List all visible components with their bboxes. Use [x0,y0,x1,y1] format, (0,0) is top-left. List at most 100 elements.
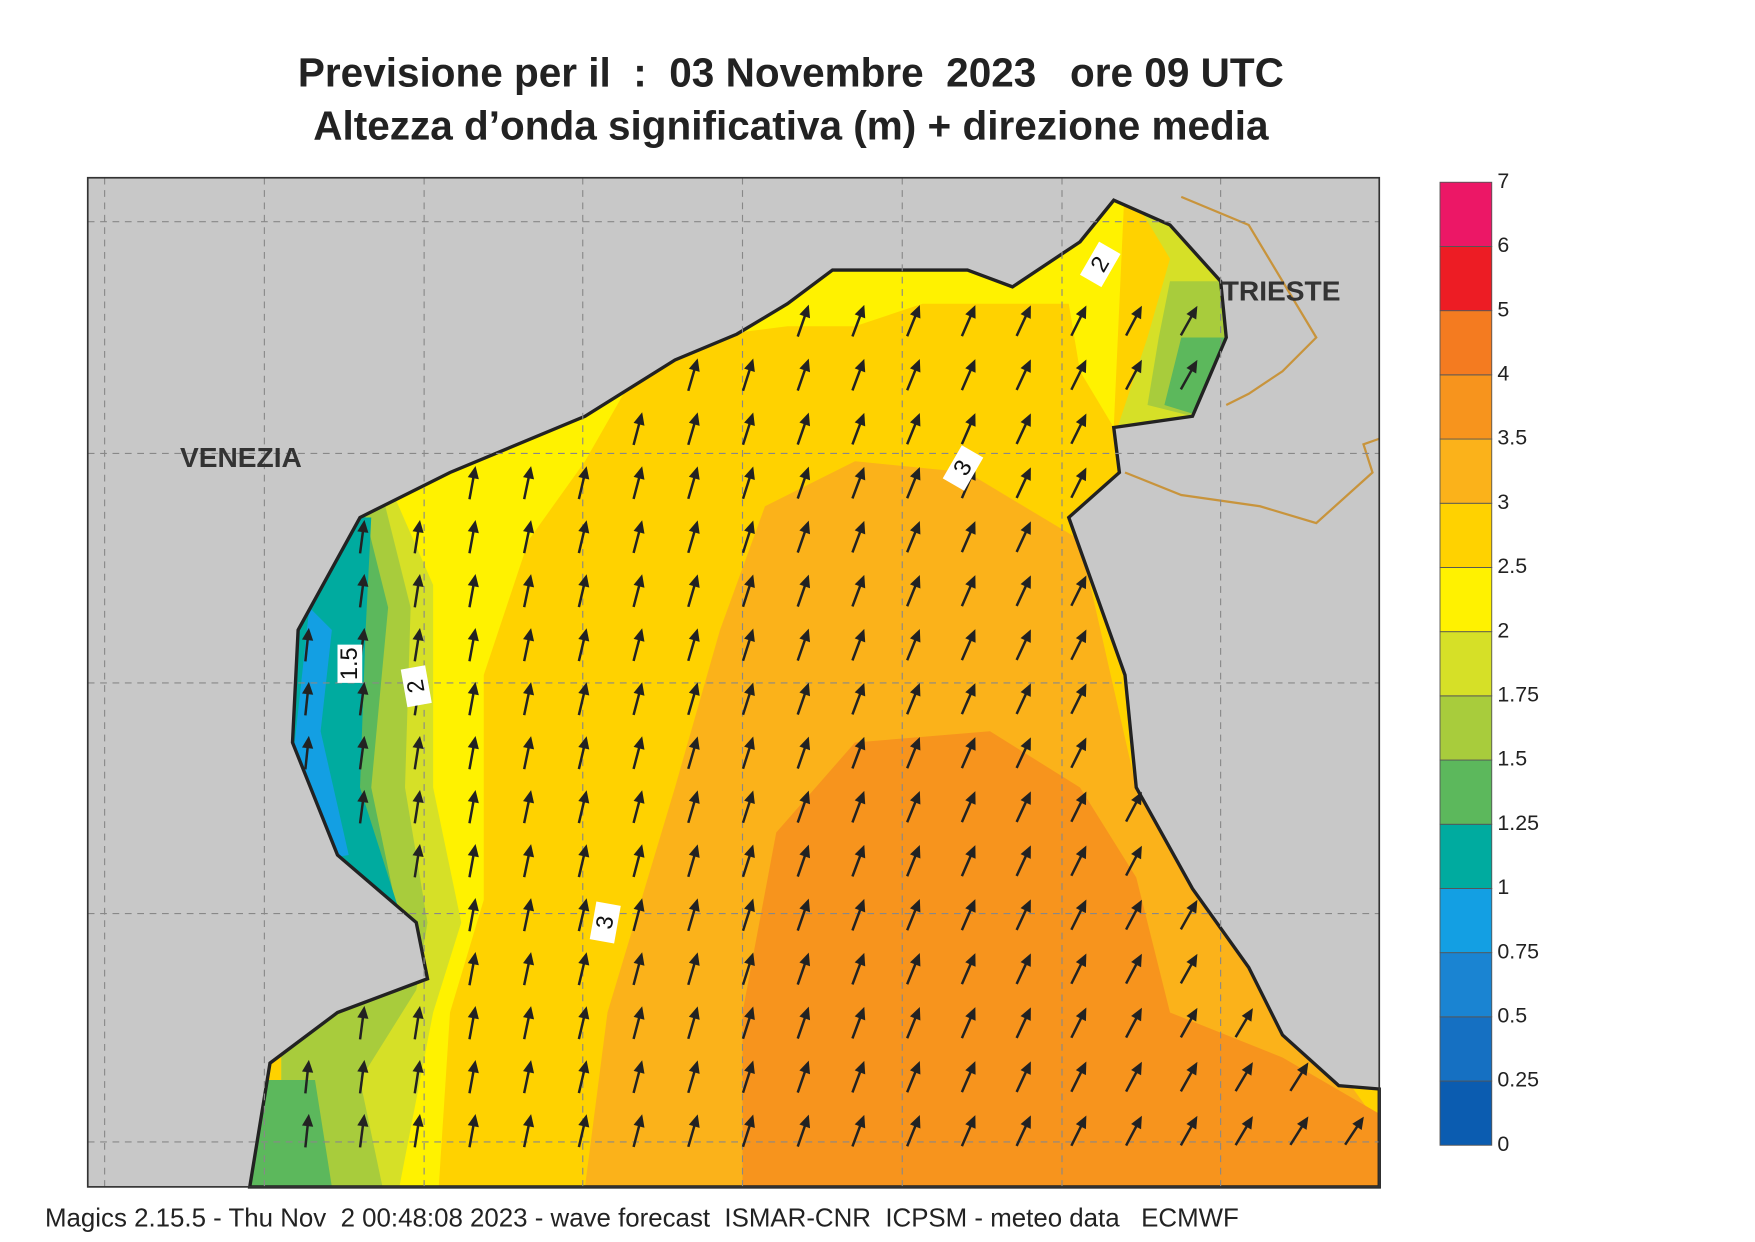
arrow-head [1020,413,1031,427]
arrow-head [523,1060,535,1074]
arrow-head [633,1006,645,1020]
arrow-head [412,843,424,858]
arrow-head [1297,1116,1309,1130]
arrow-head [965,899,976,913]
arrow-head [1131,845,1142,860]
arrow-head [909,304,921,319]
arrow-head [633,520,645,534]
contour-labels: 1.5 2 3 3 2 [337,241,1121,944]
arrow-head [633,682,645,696]
arrow-head [688,952,700,966]
arrow-head [523,790,535,804]
arrow-head [412,789,424,804]
arrow-head [744,1060,755,1075]
arrow-head [633,790,645,804]
arrow-head [1020,1007,1031,1021]
arrow-head [1020,737,1031,751]
arrow-head [578,466,590,480]
arrow-head [799,412,811,427]
arrow-head [1075,467,1087,482]
arrow-head [854,1060,866,1075]
arrow-head [965,575,976,589]
arrow-head [965,413,976,427]
arrow-head [467,790,479,804]
arrow-head [799,736,811,751]
arrow-head [965,1061,976,1075]
contour-label-box [337,644,363,683]
arrow-head [1131,899,1142,914]
colorbar-bin [1439,759,1493,825]
arrow-head [744,628,755,643]
arrow-head [357,789,369,803]
arrow-head [854,682,866,697]
title-line: Altezza d’onda significativa (m) + direz… [313,103,1269,149]
contour-label-box [1079,241,1121,288]
arrow-head [467,682,479,696]
arrow-head [467,1006,479,1020]
arrow-head [467,1114,479,1128]
arrow-head [744,412,755,427]
arrow-head [909,466,921,481]
arrow-head [909,358,921,373]
arrow-head [799,1006,811,1021]
arrow-head [523,520,535,534]
arrow-head [1020,683,1031,697]
arrow-head [799,628,811,643]
arrow-head [357,1059,369,1073]
arrow-head [744,682,755,697]
arrow-head [799,952,811,967]
colorbar-label: 3.5 [1497,426,1527,450]
arrow-head [633,412,645,426]
colorbar-bin [1439,374,1493,440]
arrow-head [1186,305,1198,320]
arrow-head [578,628,590,642]
arrow-head [854,844,866,859]
colorbar-bin [1439,438,1493,504]
arrow-head [467,898,479,912]
arrow-head [467,1060,479,1074]
arrow-head [523,1114,535,1128]
arrow-head [357,735,369,749]
arrow-head [688,1060,700,1074]
arrow-head [688,736,700,750]
arrow-head [357,627,369,641]
arrow-head [523,682,535,696]
colorbar-bin [1439,823,1493,889]
contour-label: 3 [589,901,621,944]
arrow-head [744,466,755,481]
arrow-head [1075,683,1087,698]
contour-label-text: 3 [592,914,620,931]
arrow-head [1075,1061,1087,1076]
arrow-head [854,358,866,373]
arrow-head [467,574,479,588]
arrow-head [1131,1115,1142,1130]
arrow-head [1020,467,1031,481]
arrow-head [1020,575,1031,589]
arrow-head [1131,791,1142,806]
arrow-head [744,898,755,913]
arrow-head [357,573,369,587]
arrow-head [467,520,479,534]
arrow-head [357,681,369,695]
contour-label-box [400,665,432,708]
arrow-head [633,628,645,642]
arrow-head [1075,791,1087,806]
arrow-head [523,574,535,588]
arrow-head [578,844,590,858]
arrow-head [633,574,645,588]
arrow-head [688,466,700,480]
arrow-head [1131,953,1142,968]
arrow-head [744,844,755,859]
arrow-head [965,737,976,751]
contour-label-box [942,445,984,491]
arrow-head [688,358,700,372]
arrow-head [302,627,314,641]
arrow-head [578,952,590,966]
arrow-head [1075,305,1087,320]
arrow-head [1075,1115,1087,1130]
arrow-head [909,1060,921,1075]
arrow-head [412,1005,424,1020]
arrow-head [1020,845,1031,859]
arrow-head [854,790,866,805]
arrow-head [1075,575,1087,590]
